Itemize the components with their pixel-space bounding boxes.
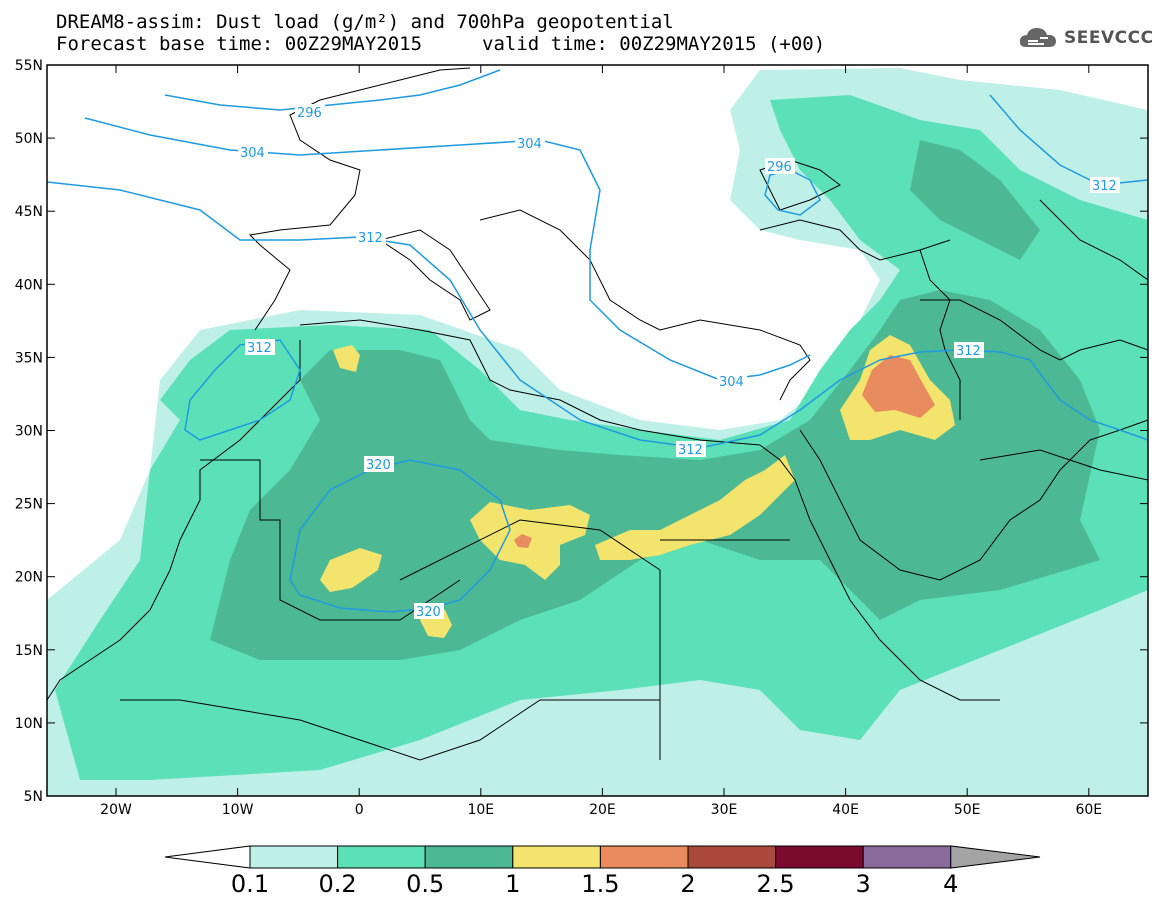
colorbar-tick-label: 0.1 [230, 870, 270, 898]
contour-label: 320 [416, 605, 441, 620]
dust-band-1.5 [514, 355, 935, 548]
colorbar-segment [599, 845, 689, 869]
colorbar [164, 845, 1041, 869]
colorbar-segment [775, 845, 864, 869]
contour-label: 296 [767, 160, 792, 175]
colorbar-segment [512, 845, 601, 869]
lat-label: 50N [15, 131, 43, 147]
valid-time: valid time: 00Z29MAY2015 (+00) [482, 33, 826, 55]
lat-label: 35N [15, 350, 43, 366]
contour-label: 296 [297, 106, 322, 121]
contour-312-morocco [184, 339, 301, 441]
colorbar-segment [862, 845, 952, 869]
colorbar-segment [249, 845, 339, 869]
contour-label: 312 [956, 344, 981, 359]
logo-text: SEEVCCC [1064, 28, 1154, 48]
colorbar-tick-label: 0.2 [318, 870, 357, 898]
lon-label: 60E [1075, 802, 1102, 818]
lon-label: 0 [355, 802, 364, 818]
colorbar-segment [337, 845, 426, 869]
seevccc-logo: SEEVCCC [1018, 26, 1154, 50]
contour-320 [289, 459, 511, 613]
colorbar-tick-label: 0.5 [406, 870, 445, 898]
lat-label: 55N [15, 58, 43, 74]
lat-label: 25N [15, 497, 43, 513]
latitude-axis: 55N 50N 45N 40N 35N 30N 25N 20N 15N 10N 5N [15, 58, 1148, 805]
lon-label: 30E [711, 802, 738, 818]
lon-label: 50E [954, 802, 981, 818]
longitude-axis: 20W 10W 0 10E 20E 30E 40E 50E 60E [100, 65, 1102, 818]
coastlines-borders [47, 67, 1148, 761]
lon-label: 10E [467, 802, 494, 818]
colorbar-tick-label: 1 [505, 870, 521, 898]
contour-label: 304 [517, 137, 542, 152]
lat-label: 5N [24, 789, 43, 805]
colorbar-tick-label: 1.5 [581, 870, 620, 898]
contour-label-group: 296 304 312 320 296 304 312 312 312 320 … [238, 104, 1120, 620]
contour-label: 312 [247, 341, 272, 356]
chart-title-line1: DREAM8-assim: Dust load (g/m²) and 700hP… [56, 11, 674, 33]
lon-label: 20E [589, 802, 616, 818]
lat-label: 15N [15, 643, 43, 659]
lat-label: 40N [15, 277, 43, 293]
lat-label: 45N [15, 204, 43, 220]
lon-label: 20W [100, 802, 132, 818]
contour-label: 304 [719, 375, 744, 390]
contour-label: 312 [678, 443, 703, 458]
colorbar-upper-extend [950, 845, 1041, 869]
colorbar-tick-label: 2.5 [756, 870, 795, 898]
contour-label: 312 [358, 231, 383, 246]
contour-label: 320 [366, 458, 391, 473]
contour-label: 304 [240, 146, 265, 161]
colorbar-tick-label: 3 [855, 870, 871, 898]
contour-label: 312 [1092, 179, 1117, 194]
lat-label: 20N [15, 570, 43, 586]
lat-label: 10N [15, 716, 43, 732]
colorbar-segment [687, 845, 777, 869]
lon-label: 40E [832, 802, 859, 818]
contour-296-west [164, 69, 501, 111]
colorbar-lower-extend [164, 845, 251, 869]
lon-label: 10W [222, 802, 254, 818]
colorbar-tick-label: 4 [943, 870, 959, 898]
colorbar-tick-label: 2 [680, 870, 696, 898]
colorbar-segment [424, 845, 514, 869]
forecast-base-time: Forecast base time: 00Z29MAY2015 [56, 33, 423, 55]
cloud-icon [1019, 28, 1056, 47]
lat-label: 30N [15, 424, 43, 440]
